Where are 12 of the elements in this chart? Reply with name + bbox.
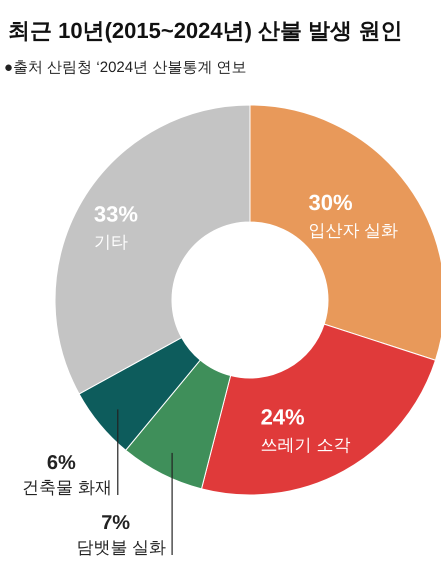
data-label: 6%	[46, 452, 76, 474]
slice-label: 기타	[94, 232, 128, 252]
data-label: 30%	[308, 190, 353, 215]
data-label: 33%	[94, 201, 138, 226]
slice-label: 쓰레기 소각	[260, 435, 350, 454]
slice-label: 입산자 실화	[308, 220, 398, 240]
chart-title: 최근 10년(2015~2024년) 산불 발생 원인	[8, 18, 402, 43]
chart-subtitle: ●출처 산림청 ‘2024년 산불통계 연보	[4, 59, 246, 76]
data-label: 7%	[101, 512, 130, 534]
data-label: 24%	[260, 404, 305, 430]
slice-label: 담뱃불 실화	[76, 538, 166, 557]
slice-label: 건축물 화재	[22, 478, 112, 497]
